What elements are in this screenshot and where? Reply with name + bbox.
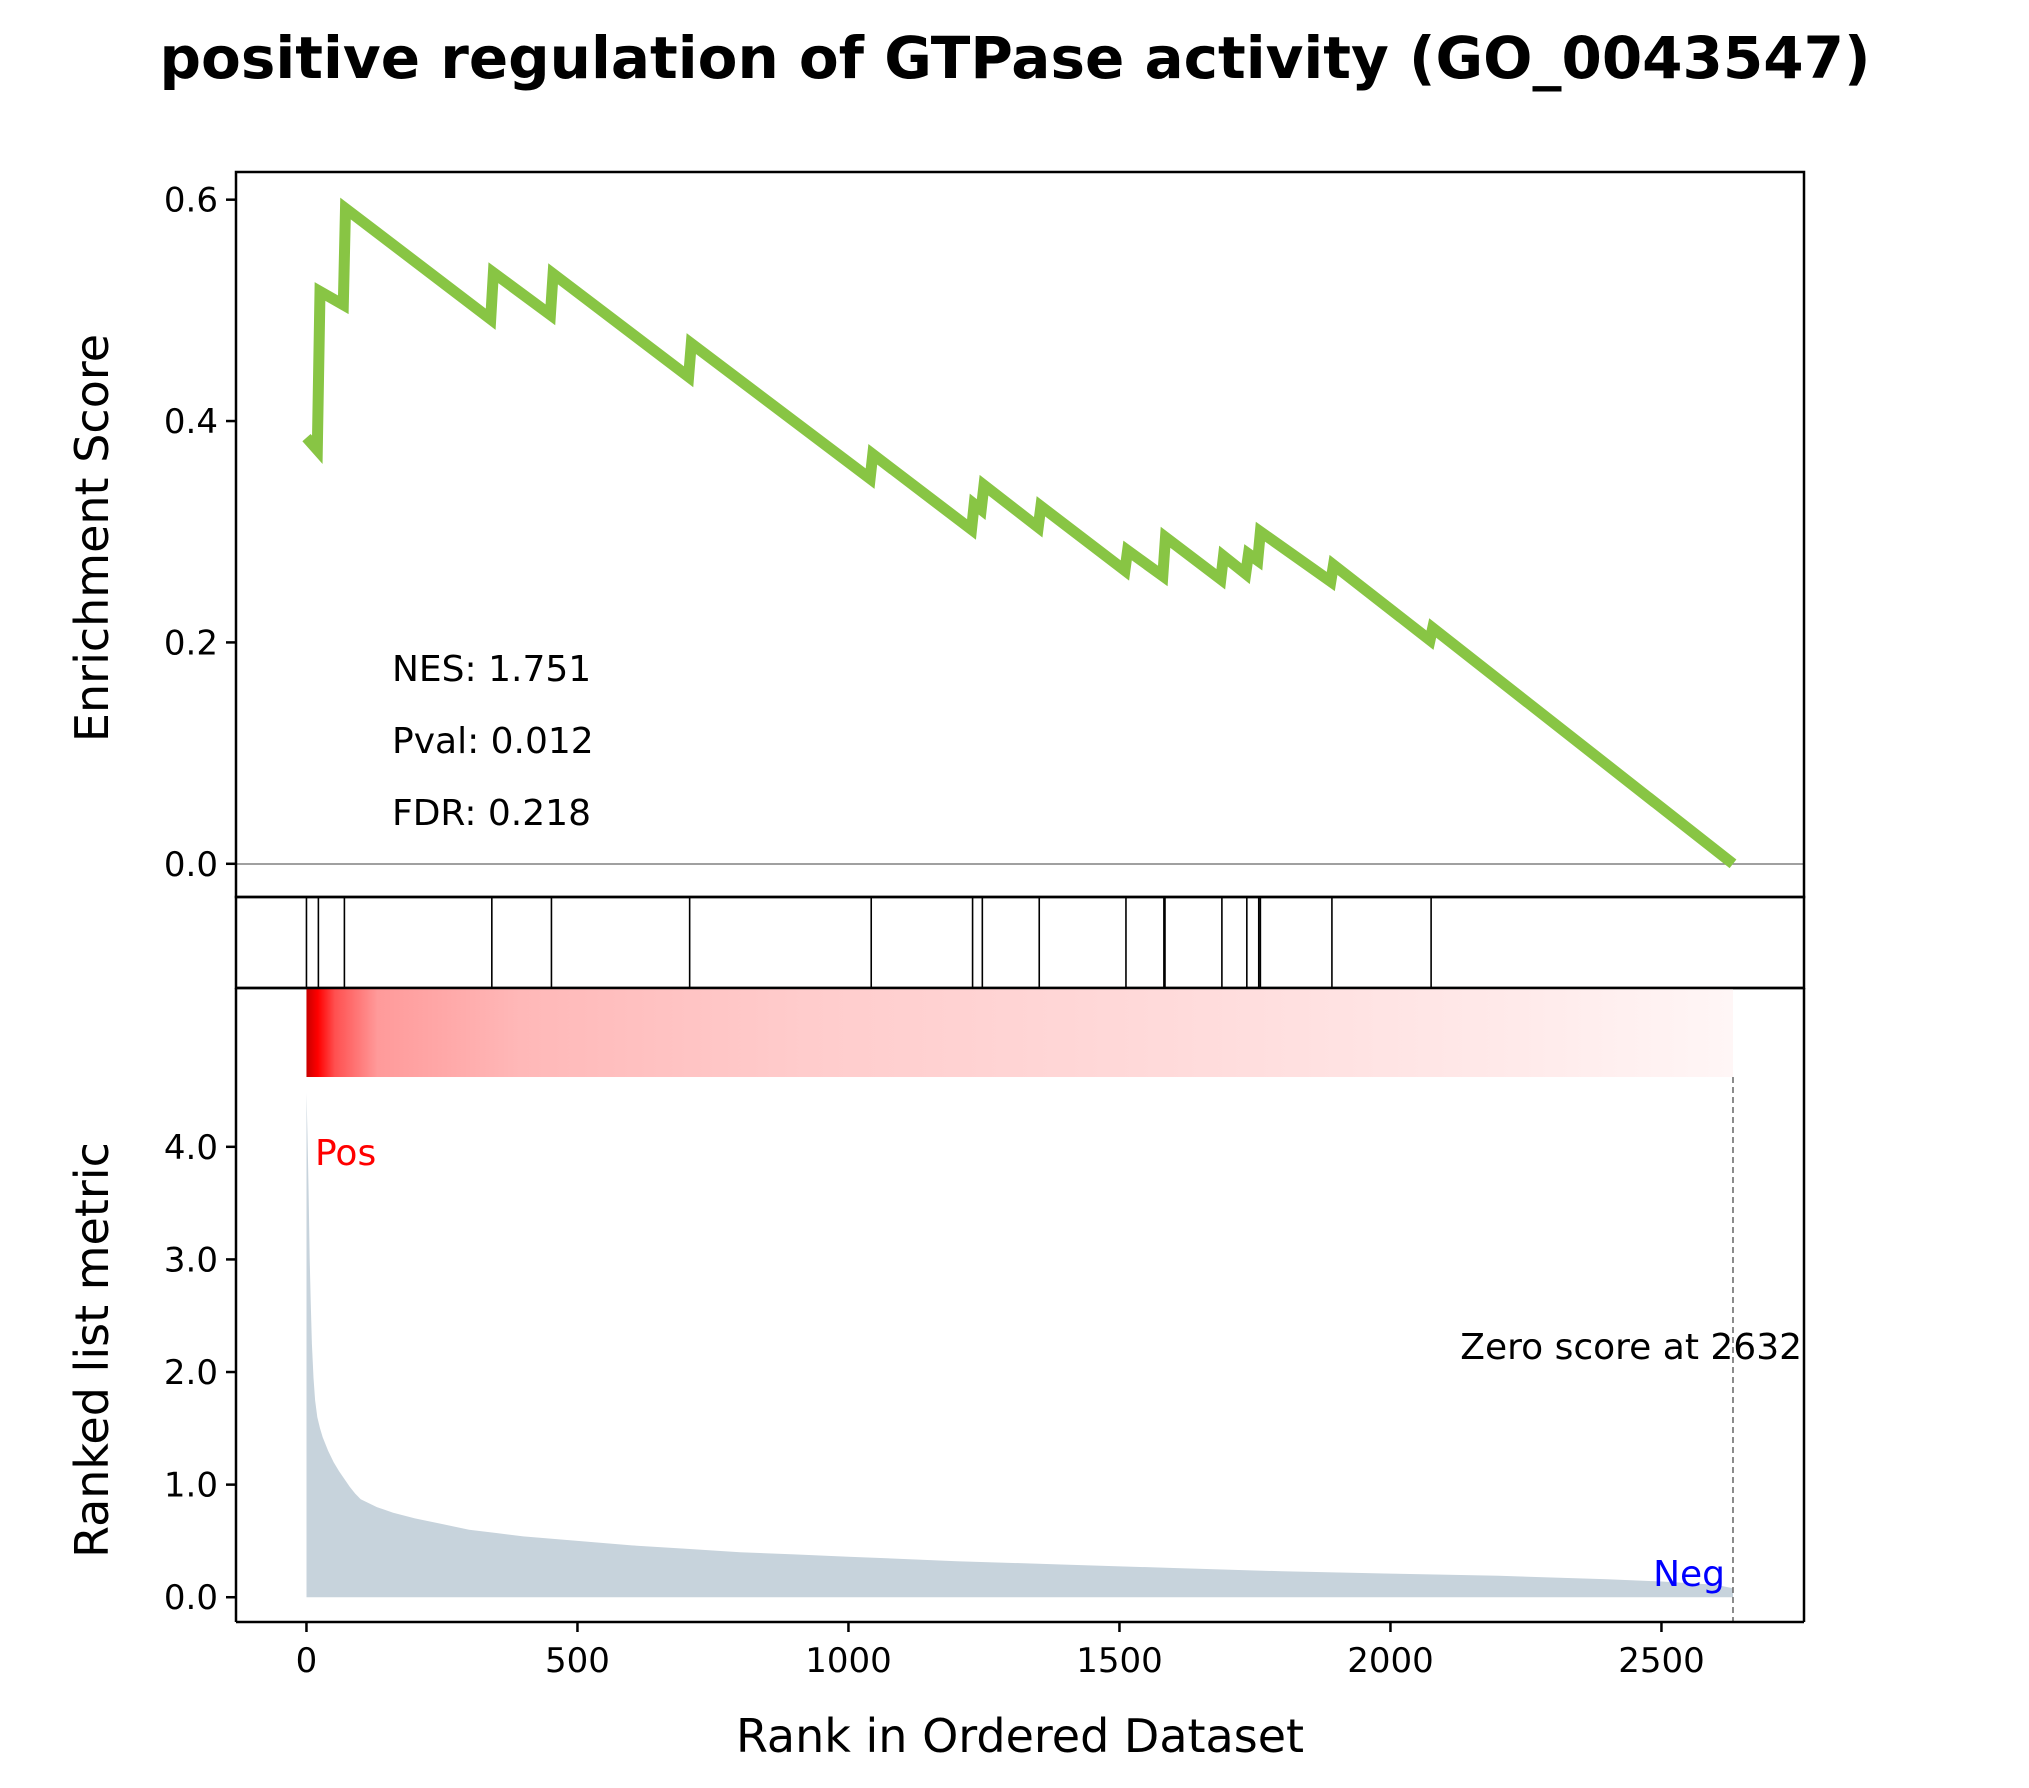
ranked-yticks: 0.0 1.0 2.0 3.0 4.0 (164, 1128, 236, 1618)
ranked-metric-area (306, 1092, 1733, 1598)
ranked-ytick-label: 0.0 (164, 1578, 218, 1618)
chart-title: positive regulation of GTPase activity (… (160, 24, 1871, 92)
xtick-label: 0 (296, 1641, 318, 1681)
heatmap-panel (234, 986, 1806, 1077)
xtick-label: 2500 (1618, 1641, 1705, 1681)
enrichment-frame (234, 170, 1806, 899)
ranked-panel: Zero score at 2632 Pos Neg 0.0 1.0 2.0 3.0 4… (65, 1077, 1806, 1763)
xtick-label: 500 (545, 1641, 610, 1681)
ranked-ytick-label: 4.0 (164, 1128, 218, 1168)
xtick-label: 2000 (1347, 1641, 1434, 1681)
ranked-ylabel: Ranked list metric (65, 1142, 119, 1558)
zero-score-label: Zero score at 2632 (1460, 1327, 1802, 1368)
pval-annotation: Pval: 0.012 (392, 721, 594, 762)
es-ytick-label: 0.2 (164, 623, 218, 663)
ranked-ytick-label: 3.0 (164, 1240, 218, 1280)
hits-panel (234, 895, 1806, 990)
xtick-label: 1000 (805, 1641, 892, 1681)
es-yticks: 0.0 0.2 0.4 0.6 (164, 181, 236, 885)
heatmap-bar (306, 988, 1733, 1077)
es-ytick-label: 0.0 (164, 845, 218, 885)
hits-layer (305, 897, 1432, 988)
es-ytick-label: 0.4 (164, 402, 218, 442)
hits-frame (234, 895, 1806, 990)
es-line-layer (302, 197, 1737, 869)
neg-label: Neg (1653, 1554, 1725, 1595)
es-ylabel: Enrichment Score (65, 334, 119, 742)
pos-label: Pos (315, 1133, 376, 1174)
es-series-line (302, 197, 1737, 869)
ranked-ytick-label: 1.0 (164, 1466, 218, 1506)
ranked-xticks: 0 500 1000 1500 2000 2500 (296, 1622, 1705, 1681)
es-ytick-label: 0.6 (164, 181, 218, 221)
ranked-area-layer (306, 1092, 1733, 1598)
ranked-ytick-label: 2.0 (164, 1353, 218, 1393)
nes-annotation: NES: 1.751 (392, 649, 591, 690)
xtick-label: 1500 (1076, 1641, 1163, 1681)
x-axis-label: Rank in Ordered Dataset (736, 1709, 1304, 1763)
fdr-annotation: FDR: 0.218 (392, 793, 591, 834)
enrichment-panel: 0.0 0.2 0.4 0.6 Enrichment Score NES: 1.751… (65, 170, 1806, 899)
